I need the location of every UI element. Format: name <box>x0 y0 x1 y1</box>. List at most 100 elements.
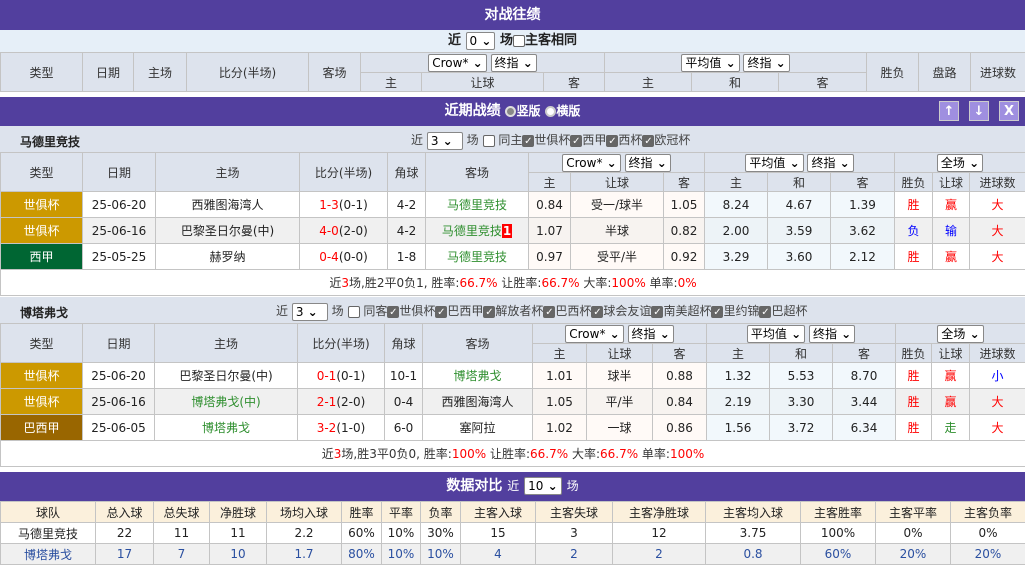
league-checkbox[interactable]: ✓ <box>759 306 771 318</box>
vertical-label: 竖版 <box>516 104 540 118</box>
home-team[interactable]: 博塔弗戈(中) <box>155 389 298 415</box>
euro-away-odds: 8.70 <box>833 363 896 389</box>
home-team[interactable]: 巴黎圣日尔曼(中) <box>156 218 300 244</box>
asian-home-odds: 1.05 <box>533 389 587 415</box>
league-badge[interactable]: 世俱杯 <box>1 218 83 244</box>
compare-team-name[interactable]: 博塔弗戈 <box>1 544 96 565</box>
odds-type-select[interactable]: 终指 <box>628 325 674 343</box>
period-select-group: 全场 <box>896 324 1025 344</box>
compare-value: 60% <box>801 544 876 565</box>
compare-col-header: 总入球 <box>96 502 154 523</box>
compare-col-header: 主客胜率 <box>801 502 876 523</box>
team-name: 博塔弗戈 <box>20 304 68 321</box>
league-badge[interactable]: 世俱杯 <box>1 192 83 218</box>
match-score[interactable]: 3-2(1-0) <box>298 415 385 441</box>
away-team-cell: 马德里竞技 <box>426 192 529 218</box>
away-team[interactable]: 博塔弗戈 <box>453 369 501 383</box>
match-count-select[interactable]: 3 <box>292 303 328 321</box>
compare-value: 0.8 <box>706 544 801 565</box>
match-score[interactable]: 4-0(2-0) <box>300 218 388 244</box>
move-up-button[interactable]: ↑ <box>939 101 959 121</box>
away-team[interactable]: 马德里竞技 <box>447 198 507 212</box>
full-score: 3-2 <box>317 421 337 435</box>
same-venue-checkbox[interactable] <box>483 135 495 147</box>
away-team[interactable]: 西雅图海湾人 <box>441 395 513 409</box>
league-checkbox[interactable]: ✓ <box>642 135 654 147</box>
home-team[interactable]: 西雅图海湾人 <box>156 192 300 218</box>
league-checkbox[interactable]: ✓ <box>711 306 723 318</box>
home-team[interactable]: 巴黎圣日尔曼(中) <box>155 363 298 389</box>
odds-type-select[interactable]: 终指 <box>625 154 671 172</box>
league-badge[interactable]: 世俱杯 <box>1 363 83 389</box>
corner-score: 6-0 <box>385 415 423 441</box>
away-team[interactable]: 塞阿拉 <box>459 421 495 435</box>
league-badge[interactable]: 世俱杯 <box>1 389 83 415</box>
away-team[interactable]: 马德里竞技 <box>447 250 507 264</box>
move-down-button[interactable]: ↓ <box>969 101 989 121</box>
league-filter-label: 巴西甲 <box>447 304 483 318</box>
period-select[interactable]: 全场 <box>937 154 983 172</box>
h2h-count-select[interactable]: 0 <box>466 32 496 50</box>
league-badge[interactable]: 巴西甲 <box>1 415 83 441</box>
league-checkbox[interactable]: ✓ <box>651 306 663 318</box>
summary-odd: 100% <box>670 447 704 461</box>
odds-company-select[interactable]: Crow* <box>565 325 623 343</box>
col-away: 客场 <box>426 153 529 192</box>
match-date: 25-06-16 <box>83 218 156 244</box>
away-team[interactable]: 马德里竞技 <box>442 224 502 238</box>
vertical-radio[interactable] <box>505 106 516 117</box>
avg-type-select[interactable]: 终指 <box>809 325 855 343</box>
sub-header: 主 <box>707 344 770 363</box>
avg-type-select[interactable]: 终指 <box>807 154 853 172</box>
euro-select-group: 平均值 终指 <box>705 153 895 173</box>
league-checkbox[interactable]: ✓ <box>522 135 534 147</box>
league-badge[interactable]: 西甲 <box>1 244 83 270</box>
euro-draw-odds: 3.72 <box>770 415 833 441</box>
over-under-result: 大 <box>970 415 1025 441</box>
match-score[interactable]: 2-1(2-0) <box>298 389 385 415</box>
home-team[interactable]: 赫罗纳 <box>156 244 300 270</box>
compare-count-select[interactable]: 10 <box>524 477 562 495</box>
league-checkbox[interactable]: ✓ <box>435 306 447 318</box>
compare-value: 7 <box>154 544 210 565</box>
euro-home-odds: 3.29 <box>705 244 768 270</box>
avg-select[interactable]: 平均值 <box>745 154 803 172</box>
compare-value: 2 <box>536 544 613 565</box>
odds-company-select[interactable]: Crow* <box>428 54 486 72</box>
odds-type-select[interactable]: 终指 <box>491 54 537 72</box>
league-filter-label: 世俱杯 <box>534 133 570 147</box>
avg-type-select[interactable]: 终指 <box>743 54 789 72</box>
avg-select[interactable]: 平均值 <box>681 54 739 72</box>
summary-odd: 0% <box>678 276 697 290</box>
match-score[interactable]: 0-1(0-1) <box>298 363 385 389</box>
euro-home-odds: 8.24 <box>705 192 768 218</box>
col-corner: 角球 <box>388 153 426 192</box>
col-pan: 盘路 <box>919 53 971 92</box>
match-score[interactable]: 0-4(0-0) <box>300 244 388 270</box>
league-checkbox[interactable]: ✓ <box>387 306 399 318</box>
horizontal-radio[interactable] <box>545 106 556 117</box>
match-count-select[interactable]: 3 <box>427 132 463 150</box>
compare-team-name[interactable]: 马德里竞技 <box>1 523 96 544</box>
match-score[interactable]: 1-3(0-1) <box>300 192 388 218</box>
league-checkbox[interactable]: ✓ <box>570 135 582 147</box>
close-button[interactable]: X <box>999 101 1019 121</box>
same-home-away-checkbox[interactable] <box>513 35 525 47</box>
league-checkbox[interactable]: ✓ <box>483 306 495 318</box>
same-venue-checkbox[interactable] <box>348 306 360 318</box>
league-checkbox[interactable]: ✓ <box>606 135 618 147</box>
handicap-result: 走 <box>932 415 970 441</box>
league-checkbox[interactable]: ✓ <box>543 306 555 318</box>
odds-company-select[interactable]: Crow* <box>562 154 620 172</box>
league-filter-label: 世俱杯 <box>399 304 435 318</box>
half-score: (2-0) <box>336 395 365 409</box>
home-team[interactable]: 博塔弗戈 <box>155 415 298 441</box>
away-team-cell: 马德里竞技1 <box>426 218 529 244</box>
league-checkbox[interactable]: ✓ <box>591 306 603 318</box>
compare-value: 1.7 <box>267 544 342 565</box>
period-select[interactable]: 全场 <box>937 325 983 343</box>
avg-select[interactable]: 平均值 <box>747 325 805 343</box>
red-card-badge: 1 <box>502 224 512 238</box>
unit-label: 场 <box>332 304 344 318</box>
compare-unit: 场 <box>567 479 579 493</box>
